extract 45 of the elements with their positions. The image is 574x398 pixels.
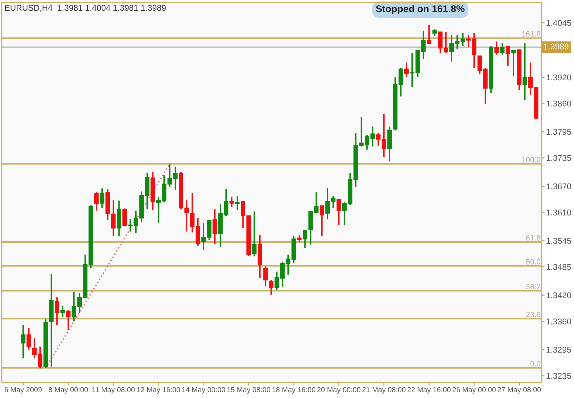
candlestick (230, 196, 234, 208)
y-tick-label: 1.3610 (546, 210, 572, 216)
y-tick-label: 1.3795 (546, 129, 572, 136)
ref-line-label: 1.3989 (544, 44, 569, 50)
candlestick (336, 198, 342, 226)
y-tick-label: 1.3735 (546, 155, 572, 162)
candlestick (512, 50, 516, 78)
candlestick (258, 234, 262, 280)
candlestick (269, 279, 274, 296)
candlestick (320, 205, 324, 238)
candlestick (427, 24, 432, 45)
y-tick-label: 1.3670 (546, 184, 572, 190)
y-tick-label: 1.3420 (546, 292, 572, 299)
candlestick (264, 266, 268, 288)
candlestick (303, 229, 308, 250)
y-tick-label: 1.3485 (546, 264, 572, 270)
candlestick (49, 273, 54, 368)
y-tick-label: 1.3235 (546, 373, 572, 380)
candlestick (26, 328, 32, 351)
candlestick (116, 200, 122, 238)
y-tick-label: 1.3360 (546, 318, 572, 325)
annotation: Stopped on 161.8% (376, 5, 465, 14)
candlestick (122, 208, 128, 228)
candlestick (54, 296, 60, 326)
candlestick (66, 310, 71, 331)
candlestick (235, 195, 240, 211)
candlestick (212, 208, 218, 245)
candlestick (60, 305, 66, 318)
y-tick-label: 1.3920 (546, 74, 572, 81)
chart-title: EURUSD,H4 1.3981 1.4004 1.3981 1.3989 (5, 5, 166, 12)
y-tick-label: 1.4045 (546, 20, 572, 26)
y-tick-label: 1.3545 (546, 238, 572, 244)
y-tick-label: 1.3295 (546, 347, 572, 353)
candlestick (252, 211, 257, 258)
candlestick (388, 126, 392, 162)
y-tick-label: 1.3860 (546, 100, 572, 107)
candlestick (500, 42, 505, 56)
candlestick (404, 62, 409, 78)
candlestick (506, 46, 510, 67)
candlestick (150, 172, 156, 211)
candlestick (94, 192, 99, 212)
candlestick (21, 324, 26, 360)
candlestick (494, 41, 500, 56)
candlestick (100, 188, 105, 209)
candlestick (522, 42, 528, 101)
